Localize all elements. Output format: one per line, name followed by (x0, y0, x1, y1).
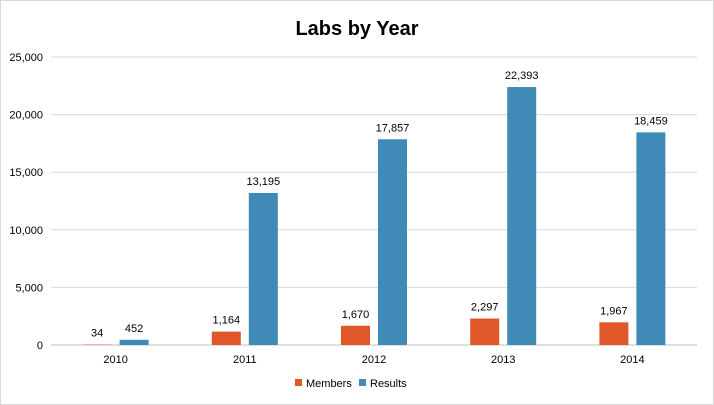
data-label-members-2012: 1,670 (342, 309, 370, 321)
y-tick-label: 15,000 (9, 167, 43, 179)
legend-label-results: Results (370, 378, 407, 390)
data-label-results-2012: 17,857 (376, 122, 410, 134)
legend-label-members: Members (306, 378, 352, 390)
gridlines (51, 56, 697, 346)
bar-results-2010 (119, 339, 149, 345)
data-label-members-2011: 1,164 (213, 315, 241, 327)
x-tick-label: 2011 (233, 354, 257, 366)
y-tick-label: 10,000 (9, 225, 43, 237)
data-label-members-2010: 34 (91, 328, 103, 340)
x-tick-label: 2014 (620, 354, 644, 366)
data-label-results-2010: 452 (125, 323, 143, 335)
data-label-results-2013: 22,393 (505, 70, 539, 82)
data-label-results-2014: 18,459 (634, 115, 668, 127)
bar-results-2011 (248, 192, 278, 345)
x-tick-label: 2013 (491, 354, 515, 366)
y-axis: 0 5,000 10,000 15,000 20,000 25,000 (9, 52, 43, 352)
x-tick-label: 2012 (362, 354, 386, 366)
bar-members-2011 (211, 331, 241, 345)
legend-swatch-results (359, 379, 366, 386)
chart-title: Labs by Year (295, 18, 418, 40)
bar-members-2014 (599, 322, 629, 345)
y-tick-label: 0 (37, 340, 43, 352)
legend: Members Results (295, 378, 407, 390)
bars: 34 452 1,164 13,195 1,670 17,857 2,297 22,393 1,… (82, 70, 668, 345)
bar-members-2013 (470, 318, 500, 345)
bar-results-2012 (378, 139, 407, 345)
bar-members-2012 (341, 325, 370, 345)
legend-swatch-members (295, 379, 302, 386)
x-tick-label: 2010 (103, 354, 127, 366)
y-tick-label: 25,000 (9, 52, 43, 64)
data-label-members-2014: 1,967 (600, 305, 628, 317)
bar-results-2013 (507, 87, 537, 345)
y-tick-label: 5,000 (15, 282, 43, 294)
y-tick-label: 20,000 (9, 110, 43, 122)
bar-results-2014 (636, 132, 666, 345)
x-axis: 2010 2011 2012 2013 2014 (103, 354, 644, 366)
data-label-members-2013: 2,297 (471, 302, 499, 314)
data-label-results-2011: 13,195 (246, 176, 280, 188)
